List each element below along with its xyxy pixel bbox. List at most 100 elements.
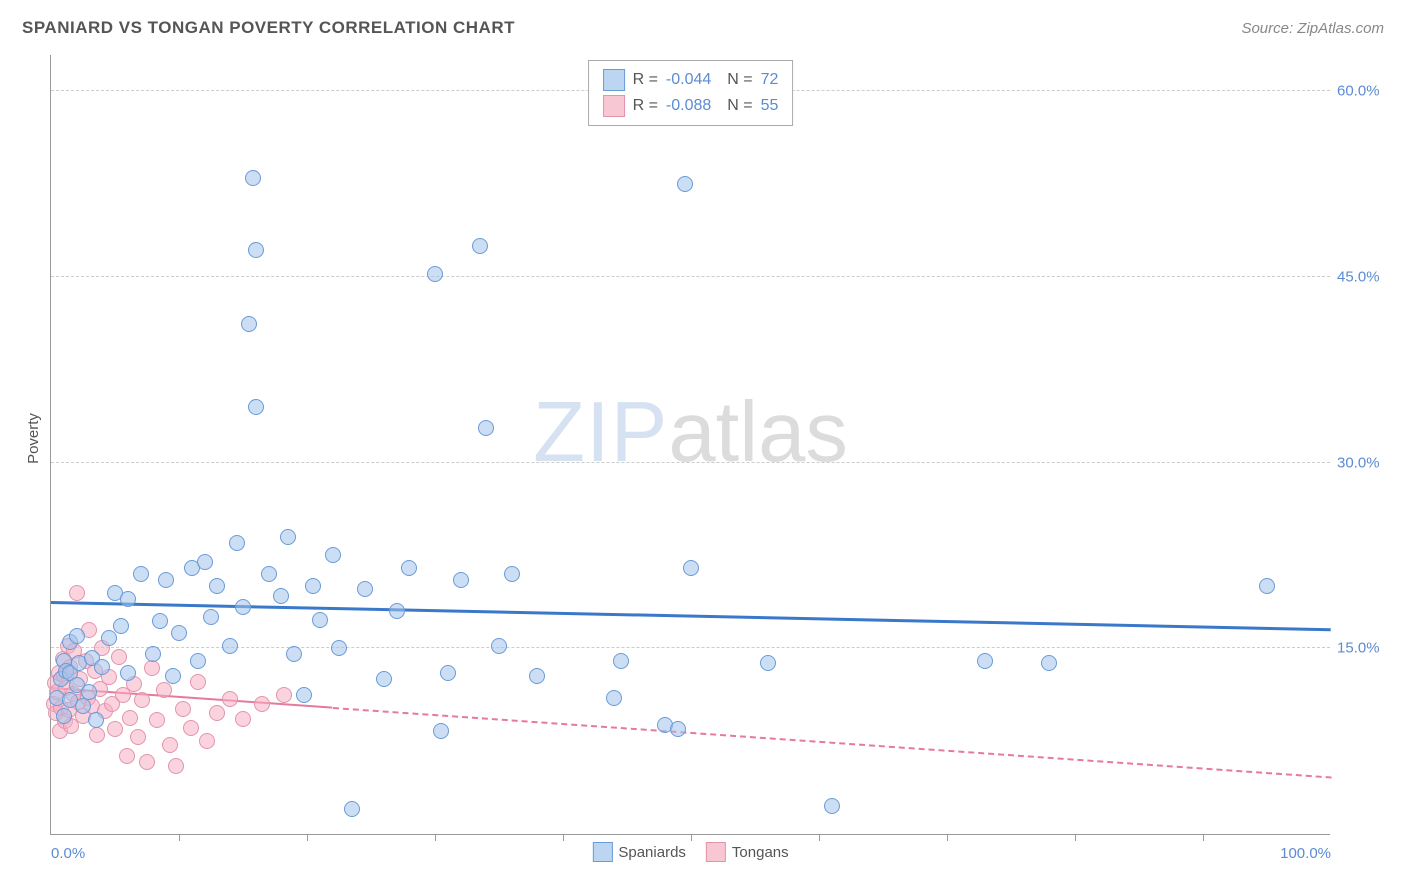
data-point-spaniards xyxy=(529,668,545,684)
data-point-spaniards xyxy=(209,578,225,594)
data-point-spaniards xyxy=(190,653,206,669)
data-point-tongans xyxy=(175,701,191,717)
x-tick xyxy=(1075,834,1076,841)
data-point-spaniards xyxy=(670,721,686,737)
data-point-spaniards xyxy=(389,603,405,619)
data-point-tongans xyxy=(130,729,146,745)
data-point-spaniards xyxy=(248,399,264,415)
data-point-tongans xyxy=(162,737,178,753)
data-point-spaniards xyxy=(197,554,213,570)
data-point-tongans xyxy=(183,720,199,736)
data-point-tongans xyxy=(122,710,138,726)
data-point-spaniards xyxy=(1041,655,1057,671)
legend-swatch-tongans xyxy=(603,95,625,117)
legend-n-value-b: 55 xyxy=(761,97,779,115)
data-point-spaniards xyxy=(158,572,174,588)
data-point-spaniards xyxy=(286,646,302,662)
data-point-spaniards xyxy=(1259,578,1275,594)
data-point-spaniards xyxy=(325,547,341,563)
data-point-spaniards xyxy=(433,723,449,739)
x-tick-label: 100.0% xyxy=(1280,845,1331,862)
data-point-tongans xyxy=(119,748,135,764)
data-point-spaniards xyxy=(331,640,347,656)
y-tick-label: 45.0% xyxy=(1337,268,1392,285)
legend-row-tongans: R = -0.088 N = 55 xyxy=(603,93,779,119)
data-point-spaniards xyxy=(120,665,136,681)
data-point-tongans xyxy=(209,705,225,721)
y-axis-label: Poverty xyxy=(25,413,42,464)
gridline xyxy=(51,462,1330,463)
x-tick xyxy=(435,834,436,841)
data-point-spaniards xyxy=(606,690,622,706)
data-point-tongans xyxy=(144,660,160,676)
data-point-tongans xyxy=(139,754,155,770)
x-tick-label: 0.0% xyxy=(51,845,85,862)
data-point-spaniards xyxy=(81,684,97,700)
legend-swatch-spaniards xyxy=(603,69,625,91)
legend-n-label: N = xyxy=(727,97,752,115)
data-point-tongans xyxy=(222,691,238,707)
legend-item-spaniards: Spaniards xyxy=(592,842,686,862)
data-point-spaniards xyxy=(472,238,488,254)
data-point-spaniards xyxy=(203,609,219,625)
watermark-zip: ZIP xyxy=(533,385,668,480)
x-tick xyxy=(563,834,564,841)
data-point-spaniards xyxy=(401,560,417,576)
data-point-spaniards xyxy=(613,653,629,669)
data-point-spaniards xyxy=(312,612,328,628)
data-point-spaniards xyxy=(376,671,392,687)
data-point-spaniards xyxy=(261,566,277,582)
data-point-spaniards xyxy=(344,801,360,817)
data-point-spaniards xyxy=(222,638,238,654)
data-point-spaniards xyxy=(427,266,443,282)
watermark-atlas: atlas xyxy=(668,385,848,480)
data-point-spaniards xyxy=(133,566,149,582)
data-point-spaniards xyxy=(977,653,993,669)
data-point-spaniards xyxy=(145,646,161,662)
data-point-spaniards xyxy=(88,712,104,728)
data-point-tongans xyxy=(134,692,150,708)
data-point-tongans xyxy=(107,721,123,737)
data-point-tongans xyxy=(235,711,251,727)
data-point-spaniards xyxy=(69,628,85,644)
legend-item-tongans: Tongans xyxy=(706,842,789,862)
data-point-spaniards xyxy=(101,630,117,646)
legend-swatch-spaniards xyxy=(592,842,612,862)
correlation-legend: R = -0.044 N = 72 R = -0.088 N = 55 xyxy=(588,60,794,126)
data-point-spaniards xyxy=(120,591,136,607)
chart-header: SPANIARD VS TONGAN POVERTY CORRELATION C… xyxy=(22,18,1384,38)
data-point-spaniards xyxy=(453,572,469,588)
x-tick xyxy=(691,834,692,841)
legend-r-value-a: -0.044 xyxy=(666,71,711,89)
data-point-spaniards xyxy=(165,668,181,684)
legend-n-value-a: 72 xyxy=(761,71,779,89)
data-point-spaniards xyxy=(171,625,187,641)
data-point-spaniards xyxy=(241,316,257,332)
data-point-spaniards xyxy=(94,659,110,675)
x-tick xyxy=(179,834,180,841)
gridline xyxy=(51,647,1330,648)
data-point-spaniards xyxy=(683,560,699,576)
data-point-tongans xyxy=(190,674,206,690)
data-point-spaniards xyxy=(152,613,168,629)
data-point-tongans xyxy=(149,712,165,728)
data-point-tongans xyxy=(69,585,85,601)
data-point-spaniards xyxy=(280,529,296,545)
x-tick xyxy=(947,834,948,841)
legend-r-label: R = xyxy=(633,97,658,115)
data-point-tongans xyxy=(156,682,172,698)
chart-source: Source: ZipAtlas.com xyxy=(1241,20,1384,37)
legend-label-tongans: Tongans xyxy=(732,844,789,861)
x-tick xyxy=(307,834,308,841)
gridline xyxy=(51,276,1330,277)
data-point-spaniards xyxy=(235,599,251,615)
y-tick-label: 15.0% xyxy=(1337,640,1392,657)
data-point-tongans xyxy=(111,649,127,665)
data-point-spaniards xyxy=(504,566,520,582)
data-point-spaniards xyxy=(296,687,312,703)
legend-r-value-b: -0.088 xyxy=(666,97,711,115)
legend-row-spaniards: R = -0.044 N = 72 xyxy=(603,67,779,93)
watermark: ZIPatlas xyxy=(533,384,848,482)
legend-swatch-tongans xyxy=(706,842,726,862)
data-point-spaniards xyxy=(491,638,507,654)
